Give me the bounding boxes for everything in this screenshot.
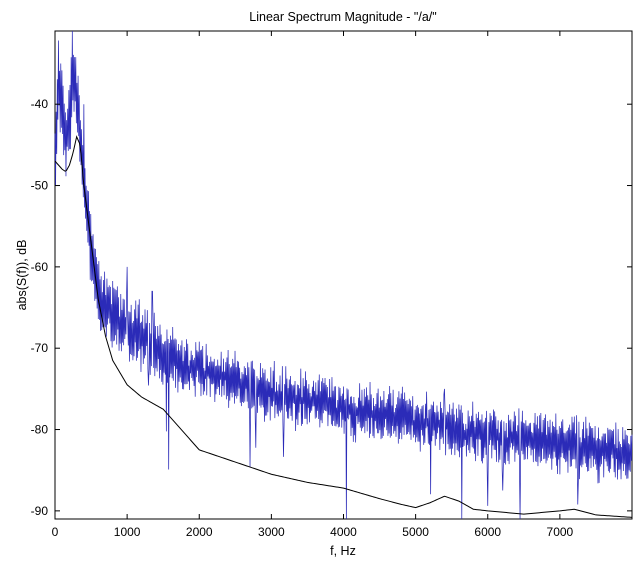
- x-tick-label: 0: [52, 525, 59, 539]
- x-tick-label: 3000: [258, 525, 285, 539]
- x-tick-label: 5000: [402, 525, 429, 539]
- y-tick-label: -80: [31, 423, 49, 437]
- plot-area: 0 1000 2000 3000 4000 5000 6000 7000 -90 -80 -70 -6…: [31, 30, 633, 539]
- series-layer: [54, 30, 633, 520]
- y-tick-label: -50: [31, 179, 49, 193]
- y-tick-label: -60: [31, 260, 49, 274]
- chart-title: Linear Spectrum Magnitude - "/a/": [249, 10, 436, 24]
- y-tick-label: -90: [31, 504, 49, 518]
- x-tick-label: 4000: [330, 525, 357, 539]
- x-tick-label: 2000: [186, 525, 213, 539]
- y-tick-label: -40: [31, 97, 49, 111]
- y-axis-label: abs(S(f)), dB: [15, 240, 29, 311]
- x-tick-label: 7000: [547, 525, 574, 539]
- x-axis-label: f, Hz: [330, 544, 356, 558]
- y-tick-label: -70: [31, 341, 49, 355]
- x-tick-label: 6000: [474, 525, 501, 539]
- series-spectrum-line: [54, 30, 633, 520]
- x-tick-label: 1000: [114, 525, 141, 539]
- ticks-layer: 0 1000 2000 3000 4000 5000 6000 7000 -90 -80 -70 -6…: [31, 31, 632, 539]
- series-envelope-line: [54, 135, 633, 518]
